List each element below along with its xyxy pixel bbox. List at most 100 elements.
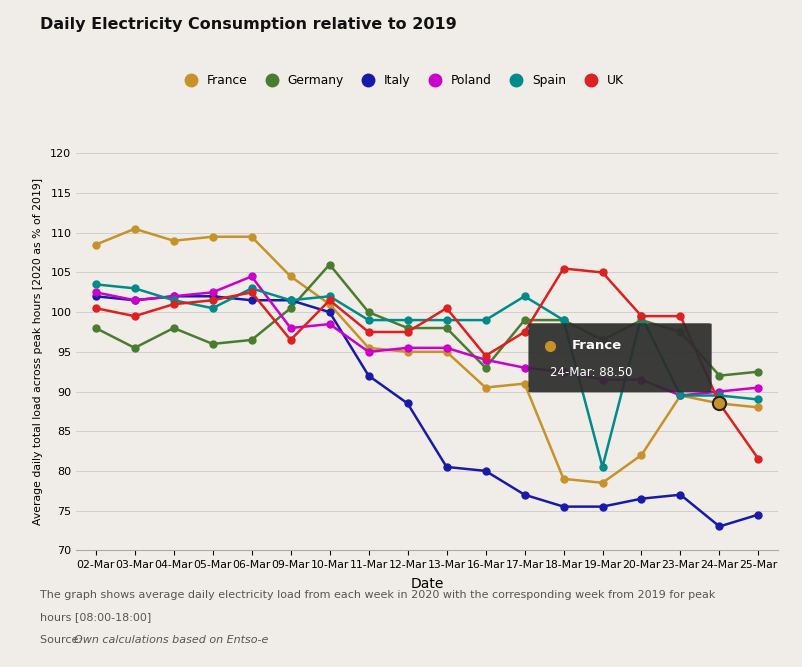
- Spain: [208, 304, 217, 312]
- Poland: [325, 320, 334, 328]
- Line: Spain: Spain: [92, 281, 762, 470]
- Italy: [520, 491, 529, 499]
- Poland: [169, 292, 179, 300]
- France: [208, 233, 217, 241]
- Germany: [91, 324, 100, 332]
- Poland: [442, 344, 452, 352]
- Poland: [403, 344, 412, 352]
- Legend: France, Germany, Italy, Poland, Spain, UK: France, Germany, Italy, Poland, Spain, U…: [173, 69, 629, 92]
- Spain: [286, 296, 295, 304]
- Germany: [286, 304, 295, 312]
- Italy: [754, 510, 764, 518]
- Germany: [325, 261, 334, 269]
- UK: [208, 296, 217, 304]
- Poland: [364, 348, 374, 356]
- France: [754, 404, 764, 412]
- UK: [754, 455, 764, 463]
- Italy: [169, 292, 179, 300]
- Italy: [559, 503, 569, 511]
- UK: [130, 312, 140, 320]
- France: [597, 479, 607, 487]
- France: [637, 451, 646, 459]
- Italy: [637, 495, 646, 503]
- France: [675, 392, 685, 400]
- Y-axis label: Average daily total load across peak hours [2020 as % of 2019]: Average daily total load across peak hou…: [33, 178, 43, 526]
- Poland: [637, 376, 646, 384]
- Spain: [169, 296, 179, 304]
- France: [364, 344, 374, 352]
- UK: [91, 304, 100, 312]
- Italy: [715, 522, 724, 530]
- France: [247, 233, 257, 241]
- Text: The graph shows average daily electricity load from each week in 2020 with the c: The graph shows average daily electricit…: [40, 590, 715, 600]
- Spain: [480, 316, 490, 324]
- Germany: [403, 324, 412, 332]
- Spain: [91, 280, 100, 288]
- Italy: [91, 292, 100, 300]
- France: [520, 380, 529, 388]
- FancyBboxPatch shape: [529, 323, 711, 392]
- Germany: [442, 324, 452, 332]
- Poland: [715, 388, 724, 396]
- Italy: [286, 296, 295, 304]
- France: [130, 225, 140, 233]
- Italy: [675, 491, 685, 499]
- UK: [520, 328, 529, 336]
- Spain: [130, 284, 140, 292]
- UK: [403, 328, 412, 336]
- Spain: [637, 312, 646, 320]
- Germany: [715, 372, 724, 380]
- Text: Daily Electricity Consumption relative to 2019: Daily Electricity Consumption relative t…: [40, 17, 457, 31]
- Germany: [208, 340, 217, 348]
- Poland: [286, 324, 295, 332]
- Germany: [559, 316, 569, 324]
- UK: [480, 352, 490, 360]
- Text: hours [08:00-18:00]: hours [08:00-18:00]: [40, 612, 152, 622]
- Poland: [91, 288, 100, 296]
- UK: [597, 269, 607, 277]
- France: [559, 475, 569, 483]
- UK: [442, 304, 452, 312]
- Germany: [480, 364, 490, 372]
- Spain: [559, 316, 569, 324]
- Spain: [520, 292, 529, 300]
- Germany: [597, 336, 607, 344]
- UK: [364, 328, 374, 336]
- UK: [169, 300, 179, 308]
- Germany: [520, 316, 529, 324]
- Italy: [480, 467, 490, 475]
- X-axis label: Date: Date: [411, 577, 444, 591]
- UK: [559, 265, 569, 273]
- Italy: [325, 308, 334, 316]
- France: [286, 272, 295, 280]
- UK: [637, 312, 646, 320]
- UK: [247, 288, 257, 296]
- Line: UK: UK: [92, 265, 762, 462]
- France: [442, 348, 452, 356]
- UK: [286, 336, 295, 344]
- Poland: [208, 288, 217, 296]
- UK: [715, 400, 724, 408]
- Italy: [247, 296, 257, 304]
- Spain: [325, 292, 334, 300]
- Line: Poland: Poland: [92, 273, 762, 399]
- UK: [675, 312, 685, 320]
- France: [91, 241, 100, 249]
- France: [480, 384, 490, 392]
- Spain: [247, 284, 257, 292]
- Germany: [247, 336, 257, 344]
- Italy: [597, 503, 607, 511]
- Italy: [208, 292, 217, 300]
- Spain: [403, 316, 412, 324]
- Germany: [675, 328, 685, 336]
- France: [169, 237, 179, 245]
- UK: [325, 296, 334, 304]
- Spain: [715, 392, 724, 400]
- Line: Germany: Germany: [92, 261, 762, 379]
- Text: Own calculations based on Entso-e: Own calculations based on Entso-e: [74, 635, 268, 645]
- Germany: [130, 344, 140, 352]
- Poland: [480, 356, 490, 364]
- Poland: [559, 368, 569, 376]
- Spain: [364, 316, 374, 324]
- France: [403, 348, 412, 356]
